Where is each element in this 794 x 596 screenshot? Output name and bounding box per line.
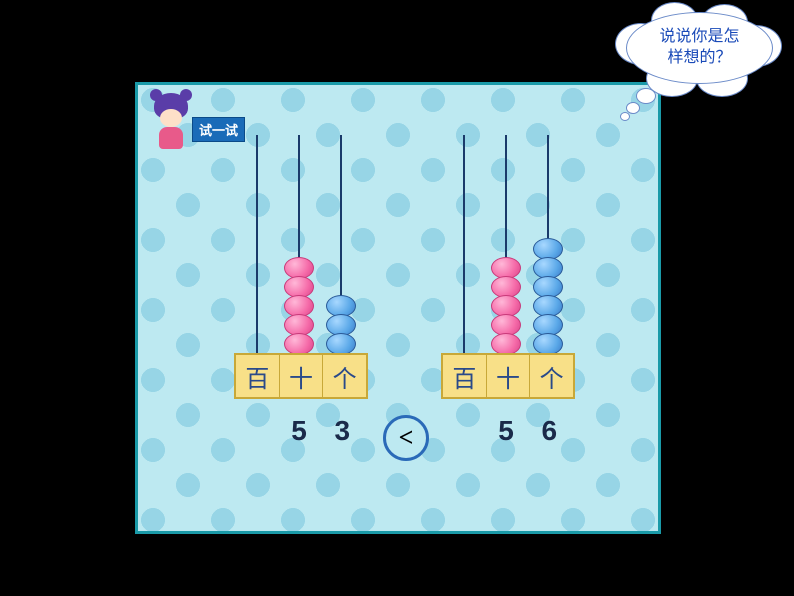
main-panel: 试一试 百 十 个 5 3 (135, 82, 661, 534)
digit-ones-right: 6 (528, 415, 571, 447)
digits-left: 5 3 (234, 415, 364, 447)
place-box-left: 百 十 个 (234, 353, 368, 399)
mascot-icon (146, 93, 196, 153)
ones-beads-left (326, 298, 356, 355)
right-abacus: 百 十 个 5 6 (443, 135, 575, 447)
rod-ones (547, 135, 549, 355)
place-box-right: 百 十 个 (441, 353, 575, 399)
rod-hundreds (256, 135, 258, 355)
place-hundreds: 百 (236, 355, 280, 397)
rod-hundreds (463, 135, 465, 355)
tens-beads-right (491, 260, 521, 355)
place-tens: 十 (280, 355, 324, 397)
try-label: 试一试 (192, 117, 245, 142)
comparison-circle: < (383, 415, 429, 461)
digit-tens-right: 5 (484, 415, 527, 447)
thought-bubble: 说说你是怎样想的？ (616, 12, 776, 112)
digit-tens-left: 5 (277, 415, 320, 447)
rod-tens (298, 135, 300, 355)
place-ones: 个 (530, 355, 573, 397)
left-abacus: 百 十 个 5 3 (236, 135, 368, 447)
place-tens: 十 (487, 355, 531, 397)
place-ones: 个 (323, 355, 366, 397)
dot-background (138, 85, 658, 531)
ones-beads-right (533, 241, 563, 355)
rod-tens (505, 135, 507, 355)
digit-ones-left: 3 (321, 415, 364, 447)
tens-beads-left (284, 260, 314, 355)
thought-text: 说说你是怎样想的？ (655, 27, 743, 69)
digits-right: 5 6 (441, 415, 571, 447)
rod-ones (340, 135, 342, 355)
place-hundreds: 百 (443, 355, 487, 397)
